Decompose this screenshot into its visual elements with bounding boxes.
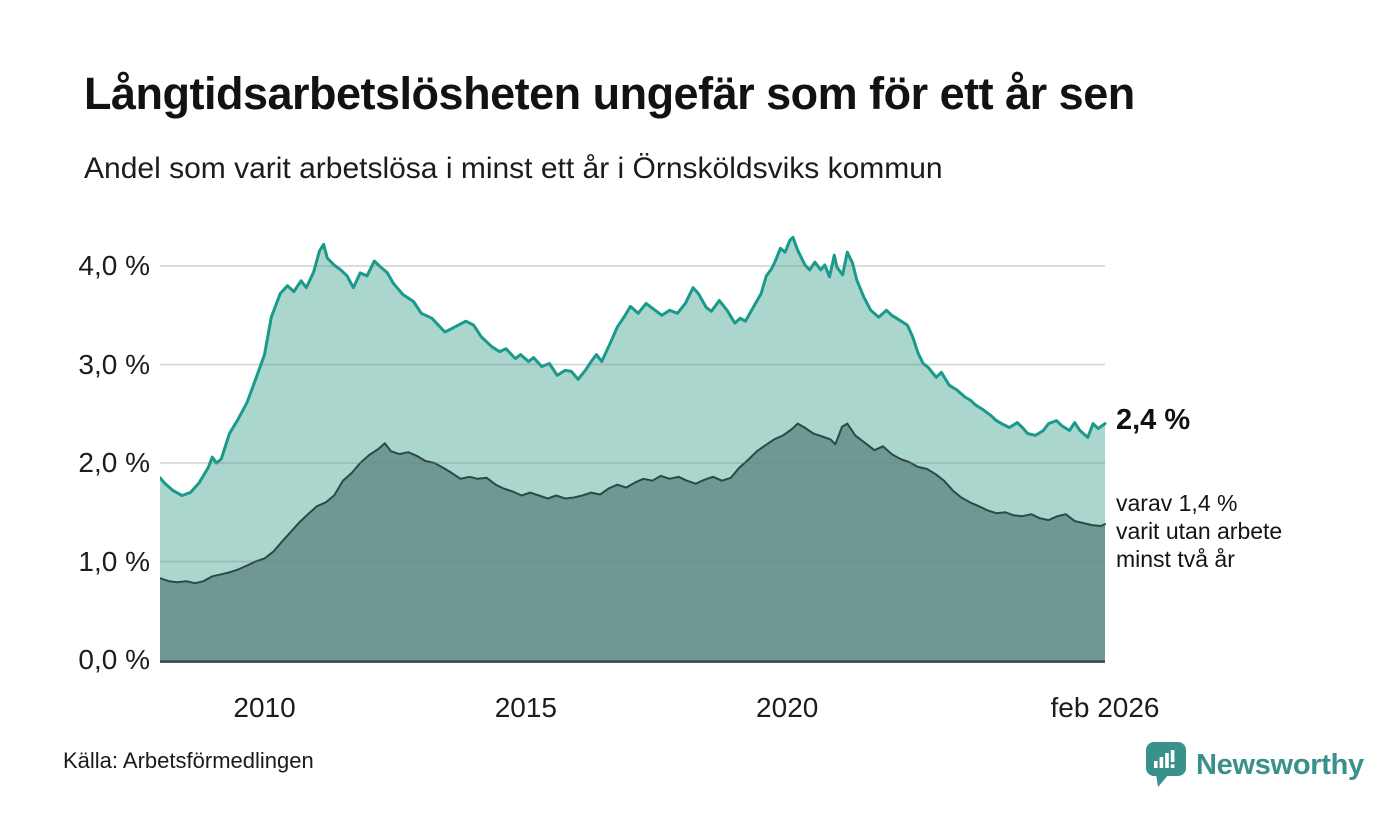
secondary-annotation-line: minst två år bbox=[1116, 546, 1235, 572]
secondary-annotation-line: varav 1,4 % bbox=[1116, 490, 1238, 516]
y-tick-label: 3,0 % bbox=[78, 348, 150, 380]
series-line-minst-ett-ar bbox=[160, 235, 1107, 497]
source-note: Källa: Arbetsförmedlingen bbox=[63, 748, 314, 773]
y-tick-label: 2,0 % bbox=[78, 447, 150, 478]
series-area-minst-tva-ar bbox=[160, 423, 1105, 660]
y-tick-label: 1,0 % bbox=[78, 545, 150, 577]
page-subtitle: Andel som varit arbetslösa i minst ett å… bbox=[84, 152, 943, 185]
x-tick-label: feb 2026 bbox=[1050, 692, 1160, 723]
x-tick-label: 2020 bbox=[756, 692, 819, 723]
y-tick-label: 4,0 % bbox=[78, 250, 150, 281]
bar-chart-speech-bubble-icon bbox=[1146, 742, 1186, 787]
latest-value-label: 2,4 % bbox=[1116, 404, 1191, 436]
page-title: Långtidsarbetslösheten ungefär som för e… bbox=[84, 68, 1135, 119]
y-tick-label: 0,0 % bbox=[78, 644, 150, 675]
brand-name: Newsworthy bbox=[1196, 748, 1364, 781]
logo-bubble bbox=[1146, 742, 1186, 787]
plot-svg bbox=[160, 235, 1107, 663]
x-tick-label: 2015 bbox=[494, 692, 558, 723]
x-tick-label: 2010 bbox=[233, 692, 296, 723]
series-line-minst-tva-ar bbox=[160, 422, 1106, 585]
brand-logo: Newsworthy bbox=[1146, 742, 1364, 788]
secondary-annotation-line: varit utan arbete bbox=[1116, 518, 1283, 544]
secondary-annotation: varav 1,4 % varit utan arbete minst två … bbox=[1116, 489, 1282, 573]
